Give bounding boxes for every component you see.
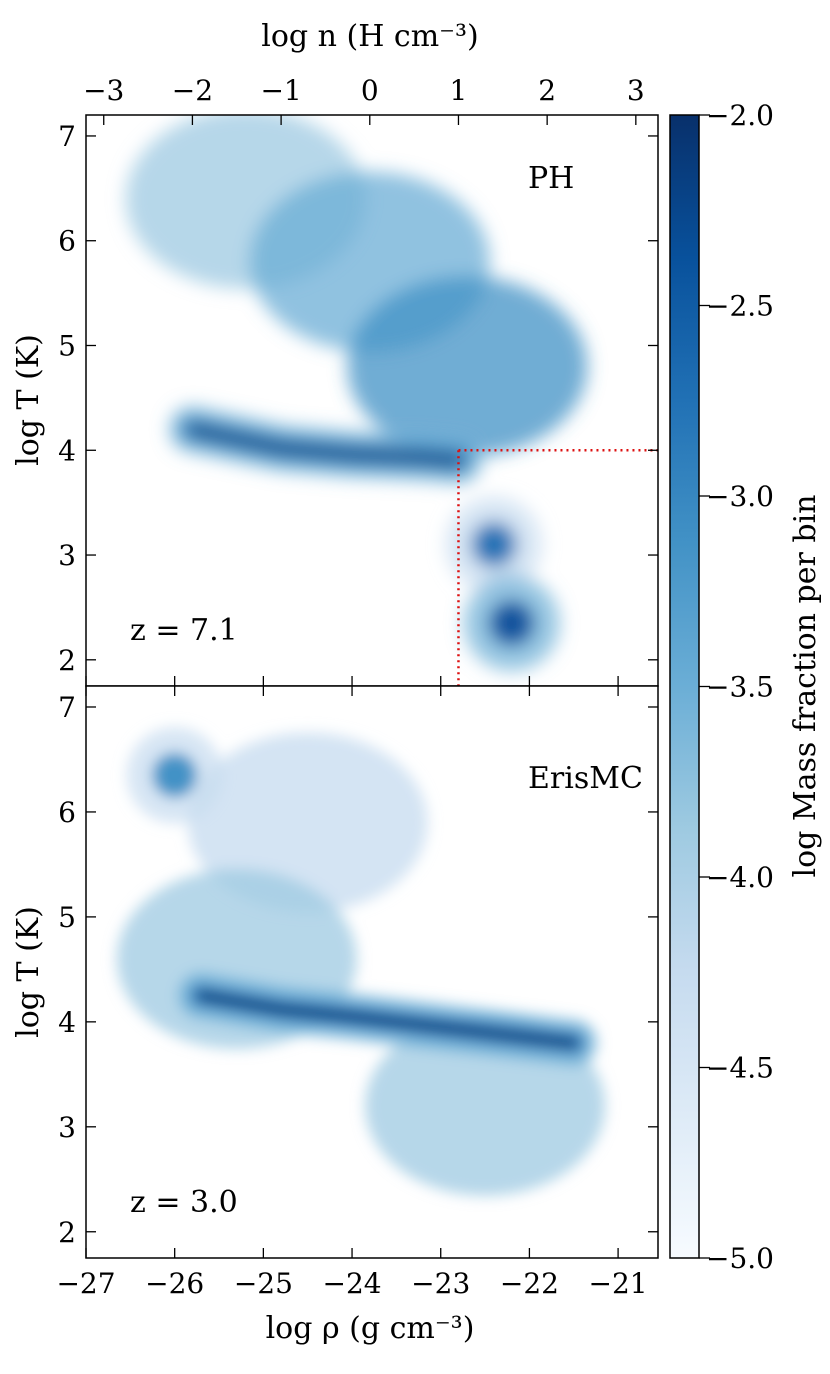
colorbar-tick-label: −3.5 bbox=[706, 671, 774, 704]
y-tick-labels: 2 3 4 5 6 7 2 3 4 5 6 7 bbox=[58, 120, 76, 1249]
frame-erismc bbox=[85, 685, 659, 1259]
colorbar-ticks: −2.0 −2.5 −3.0 −3.5 −4.0 −4.5 −5.0 bbox=[699, 99, 774, 1275]
density-band-core bbox=[197, 991, 578, 1047]
colorbar-title: log Mass fraction per bin bbox=[788, 495, 823, 878]
y-tick-label: 4 bbox=[58, 434, 76, 467]
density-band-core bbox=[188, 425, 463, 465]
colorbar-tick-label: −4.5 bbox=[706, 1052, 774, 1085]
density-region bbox=[187, 732, 428, 913]
redshift-label-ph: z = 7.1 bbox=[130, 613, 238, 648]
y-tick-label: 6 bbox=[58, 796, 76, 829]
x-tick-label-top: −1 bbox=[260, 74, 301, 107]
colorbar: −2.0 −2.5 −3.0 −3.5 −4.0 −4.5 −5.0 log Mass fr… bbox=[669, 99, 823, 1275]
x-tick-label-top: 2 bbox=[538, 74, 556, 107]
colorbar-tick-label: −5.0 bbox=[706, 1242, 774, 1275]
y-tick-label: 2 bbox=[58, 1216, 76, 1249]
x-tick-label-top: 3 bbox=[627, 74, 645, 107]
density-blob-core bbox=[152, 753, 197, 798]
x-tick-labels-top: −3 −2 −1 0 1 2 3 bbox=[83, 74, 645, 107]
y-tick-label: 7 bbox=[58, 120, 76, 153]
x-tick-label-bottom: −22 bbox=[500, 1267, 559, 1300]
y-axis-title-erismc: log T (K) bbox=[11, 906, 46, 1038]
axis-ticks-erismc bbox=[85, 686, 658, 1258]
x-tick-label-top: −2 bbox=[172, 74, 213, 107]
x-tick-label-bottom: −26 bbox=[145, 1267, 204, 1300]
x-axis-title-bottom: log ρ (g cm⁻³) bbox=[266, 1311, 475, 1346]
y-tick-label: 7 bbox=[58, 691, 76, 724]
x-tick-label-bottom: −27 bbox=[56, 1267, 115, 1300]
y-tick-label: 5 bbox=[58, 901, 76, 934]
x-tick-label-top: −3 bbox=[83, 74, 124, 107]
density-map-erismc bbox=[116, 727, 606, 1196]
x-tick-label-bottom: −25 bbox=[234, 1267, 293, 1300]
colorbar-tick-label: −3.0 bbox=[706, 480, 774, 513]
panel-title-ph: PH bbox=[528, 161, 574, 196]
y-tick-label: 4 bbox=[58, 1006, 76, 1039]
panel-title-erismc: ErisMC bbox=[528, 761, 643, 796]
y-tick-label: 3 bbox=[58, 1111, 76, 1144]
x-tick-label-top: 1 bbox=[450, 74, 468, 107]
y-tick-label: 5 bbox=[58, 329, 76, 362]
colorbar-tick-label: −2.5 bbox=[706, 290, 774, 323]
redshift-label-erismc: z = 3.0 bbox=[130, 1185, 238, 1220]
panel-ph: PH z = 7.1 bbox=[85, 114, 659, 687]
density-region bbox=[347, 276, 588, 457]
colorbar-gradient bbox=[669, 114, 700, 1259]
density-blob-core bbox=[489, 601, 534, 646]
y-axis-title-ph: log T (K) bbox=[11, 334, 46, 466]
axis-ticks-ph bbox=[85, 115, 658, 686]
panel-erismc: ErisMC z = 3.0 bbox=[85, 685, 659, 1259]
y-tick-label: 2 bbox=[58, 644, 76, 677]
x-tick-label-top: 0 bbox=[361, 74, 379, 107]
x-tick-label-bottom: −21 bbox=[589, 1267, 648, 1300]
x-tick-labels-bottom: −27 −26 −25 −24 −23 −22 −21 bbox=[56, 1267, 647, 1300]
x-tick-label-bottom: −23 bbox=[411, 1267, 470, 1300]
colorbar-tick-label: −2.0 bbox=[706, 99, 774, 132]
colorbar-tick-label: −4.0 bbox=[706, 861, 774, 894]
x-tick-label-bottom: −24 bbox=[322, 1267, 381, 1300]
x-axis-title-top: log n (H cm⁻³) bbox=[261, 19, 478, 54]
y-tick-label: 3 bbox=[58, 539, 76, 572]
density-map-ph bbox=[125, 115, 588, 672]
density-blob-core bbox=[471, 522, 516, 567]
y-tick-label: 6 bbox=[58, 225, 76, 258]
